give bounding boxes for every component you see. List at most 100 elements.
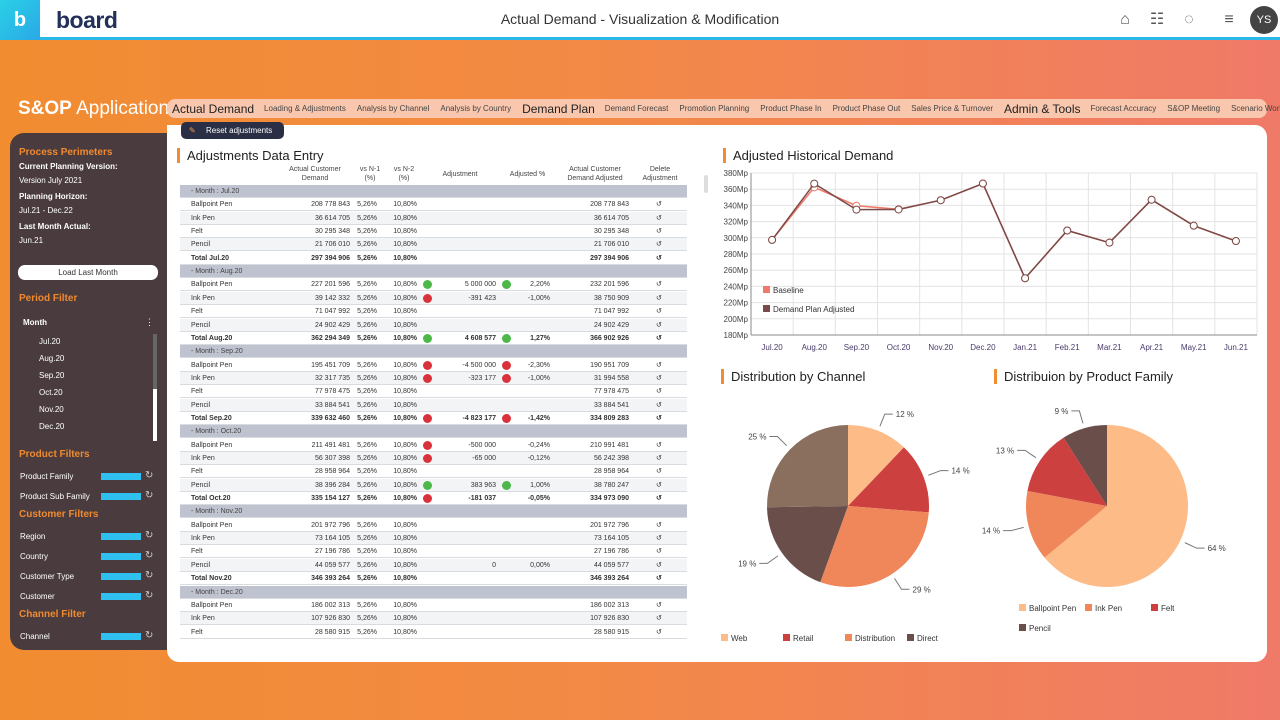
adjustment-input[interactable]: -181 037 — [468, 495, 496, 503]
month-item[interactable]: Aug.20 — [39, 354, 65, 363]
load-last-month-button[interactable]: Load Last Month — [18, 265, 158, 280]
nav-tab[interactable]: S&OP Meeting — [1167, 104, 1221, 113]
adjusted-pct-input[interactable]: -2,30% — [527, 361, 550, 369]
reset-filter-icon[interactable]: ↻ — [145, 550, 154, 561]
pie-slice[interactable] — [1063, 425, 1107, 506]
data-point[interactable] — [810, 179, 819, 188]
undo-icon[interactable]: ↺ — [656, 495, 662, 503]
adjustment-input[interactable]: 0 — [492, 561, 496, 569]
data-point[interactable] — [978, 179, 987, 188]
undo-icon[interactable]: ↺ — [656, 575, 662, 583]
data-point[interactable] — [852, 205, 861, 214]
reset-filter-icon[interactable]: ↻ — [145, 570, 154, 581]
filter-selector[interactable] — [101, 553, 141, 560]
adjusted-pct-input[interactable]: -0,12% — [527, 455, 550, 462]
month-item[interactable]: Jul.20 — [39, 337, 61, 346]
adjusted-pct-input[interactable]: 1,27% — [530, 334, 550, 342]
group-row[interactable]: - Month : Jul.20 — [180, 185, 687, 198]
undo-icon[interactable]: ↺ — [656, 455, 662, 462]
group-row[interactable]: - Month : Nov.20 — [180, 505, 687, 519]
undo-icon[interactable]: ↺ — [656, 388, 662, 396]
undo-icon[interactable]: ↺ — [656, 521, 662, 529]
undo-icon[interactable]: ↺ — [656, 321, 662, 329]
legend-label[interactable]: Ballpoint Pen — [1029, 604, 1076, 613]
adjusted-pct-input[interactable]: -0,05% — [527, 495, 550, 503]
pie-slice[interactable] — [1027, 437, 1107, 506]
undo-icon[interactable]: ↺ — [656, 561, 662, 569]
undo-icon[interactable]: ↺ — [656, 308, 662, 316]
adjustment-input[interactable]: -65 000 — [472, 455, 496, 462]
undo-icon[interactable]: ↺ — [656, 294, 662, 302]
group-row[interactable]: - Month : Oct.20 — [180, 425, 687, 439]
data-point[interactable] — [1063, 226, 1072, 235]
undo-icon[interactable]: ↺ — [656, 201, 662, 209]
undo-icon[interactable]: ↺ — [656, 468, 662, 476]
kebab-menu-icon[interactable]: ⋮ — [145, 317, 154, 327]
nav-tab[interactable]: Analysis by Country — [440, 104, 512, 113]
month-item[interactable]: Nov.20 — [39, 405, 64, 414]
reset-filter-icon[interactable]: ↻ — [145, 490, 154, 501]
adjustment-input[interactable]: -4 500 000 — [462, 361, 496, 369]
undo-icon[interactable]: ↺ — [656, 401, 662, 409]
month-item[interactable]: Oct.20 — [39, 388, 63, 397]
legend-label[interactable]: Web — [731, 634, 748, 643]
reset-filter-icon[interactable]: ↻ — [145, 530, 154, 541]
undo-icon[interactable]: ↺ — [656, 441, 662, 449]
pie-slice[interactable] — [820, 506, 929, 587]
data-point[interactable] — [768, 235, 777, 244]
filter-selector[interactable] — [101, 473, 141, 480]
filter-selector[interactable] — [101, 533, 141, 540]
legend-label[interactable]: Ink Pen — [1095, 604, 1122, 613]
adjustment-input[interactable]: -500 000 — [468, 441, 496, 449]
legend-label[interactable]: Felt — [1161, 604, 1175, 613]
undo-icon[interactable]: ↺ — [656, 254, 662, 262]
filter-selector[interactable] — [101, 493, 141, 500]
undo-icon[interactable]: ↺ — [656, 601, 662, 609]
nav-tab[interactable]: Actual Demand — [172, 101, 255, 116]
undo-icon[interactable]: ↺ — [656, 615, 662, 623]
nav-tab[interactable]: Analysis by Channel — [356, 104, 430, 113]
month-item[interactable]: Dec.20 — [39, 422, 65, 431]
reset-adjustments-button[interactable]: ✎ Reset adjustments — [181, 122, 284, 139]
undo-icon[interactable]: ↺ — [656, 481, 662, 489]
undo-icon[interactable]: ↺ — [656, 548, 662, 556]
adjustment-input[interactable]: 5 000 000 — [464, 281, 496, 289]
menu-icon[interactable]: ≡ — [1224, 11, 1234, 28]
data-point[interactable] — [1021, 274, 1030, 283]
nav-tab[interactable]: Promotion Planning — [679, 104, 750, 113]
adjustment-input[interactable]: -323 177 — [468, 374, 496, 382]
adjusted-pct-input[interactable]: -0,24% — [527, 441, 550, 449]
filter-selector[interactable] — [101, 633, 141, 640]
month-list-scrollbar[interactable] — [153, 334, 157, 441]
pie-slice[interactable] — [1044, 425, 1188, 587]
undo-icon[interactable]: ↺ — [656, 374, 662, 382]
nav-tab[interactable]: Demand Plan — [522, 101, 595, 116]
adjusted-pct-input[interactable]: 1,00% — [530, 481, 550, 489]
undo-icon[interactable]: ↺ — [656, 361, 662, 369]
reset-filter-icon[interactable]: ↻ — [145, 630, 154, 641]
data-point[interactable] — [1147, 195, 1156, 204]
undo-icon[interactable]: ↺ — [656, 241, 662, 249]
nav-tab[interactable]: Forecast Accuracy — [1090, 104, 1157, 113]
home-icon[interactable]: ⌂ — [1120, 11, 1130, 28]
legend-label[interactable]: Retail — [793, 634, 814, 643]
adjusted-pct-input[interactable]: -1,00% — [527, 294, 550, 302]
adjustment-input[interactable]: -4 823 177 — [462, 414, 496, 422]
adjusted-pct-input[interactable]: 2,20% — [530, 281, 550, 289]
pie-slice[interactable] — [848, 447, 929, 513]
group-row[interactable]: - Month : Aug.20 — [180, 265, 687, 279]
legend-label[interactable]: Direct — [917, 634, 939, 643]
group-row[interactable]: - Month : Sep.20 — [180, 345, 687, 359]
adjustment-input[interactable]: -391 423 — [468, 294, 496, 302]
nav-tab[interactable]: Sales Price & Turnover — [911, 104, 993, 113]
legend-label[interactable]: Baseline — [773, 286, 804, 295]
avatar[interactable]: YS — [1250, 6, 1278, 34]
nav-tab[interactable]: Scenario Workflow — [1231, 104, 1280, 113]
data-point[interactable] — [1105, 238, 1114, 247]
adjusted-pct-input[interactable]: 0,00% — [530, 561, 550, 569]
nav-tab[interactable]: Product Phase In — [760, 104, 822, 113]
nav-tab[interactable]: Admin & Tools — [1004, 101, 1081, 116]
pie-slice[interactable] — [848, 425, 904, 506]
month-item[interactable]: Sep.20 — [39, 371, 65, 380]
adjustment-input[interactable]: 4 608 577 — [464, 334, 496, 342]
